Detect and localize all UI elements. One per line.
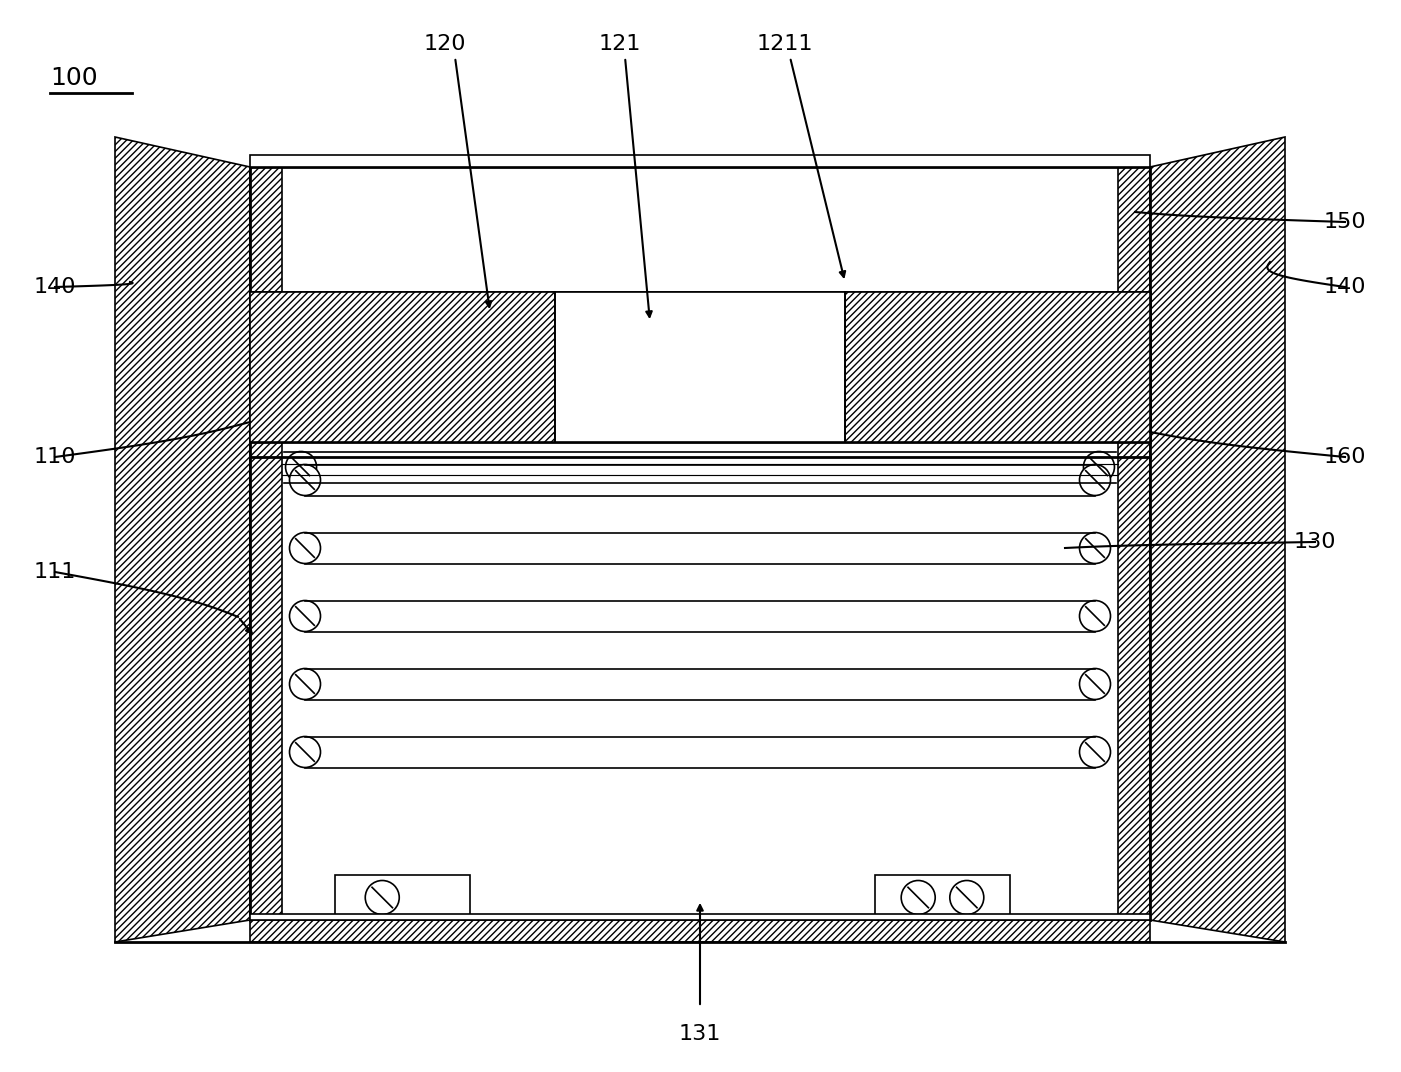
Text: 150: 150	[1324, 212, 1366, 232]
Bar	[249, 294, 272, 316]
Circle shape	[366, 880, 399, 914]
Polygon shape	[249, 292, 555, 442]
Polygon shape	[1118, 167, 1150, 292]
Bar	[555, 292, 845, 442]
Polygon shape	[115, 137, 249, 942]
Circle shape	[1080, 600, 1111, 631]
Polygon shape	[249, 167, 282, 292]
Polygon shape	[1118, 442, 1150, 920]
Circle shape	[1080, 669, 1111, 700]
Circle shape	[1080, 464, 1111, 495]
Bar	[249, 920, 1150, 942]
Text: 121: 121	[598, 34, 642, 54]
Circle shape	[901, 880, 936, 914]
Text: 160: 160	[1324, 447, 1366, 467]
Text: 140: 140	[1324, 277, 1366, 297]
Circle shape	[950, 880, 984, 914]
Text: 131: 131	[679, 1024, 722, 1044]
Circle shape	[290, 669, 321, 700]
Polygon shape	[249, 442, 282, 920]
Circle shape	[286, 451, 317, 482]
Bar	[1128, 294, 1150, 316]
Text: 111: 111	[34, 562, 76, 582]
Bar	[249, 914, 1150, 920]
Text: 120: 120	[423, 34, 467, 54]
Circle shape	[1080, 736, 1111, 768]
Circle shape	[1083, 451, 1114, 482]
Circle shape	[290, 464, 321, 495]
Polygon shape	[845, 292, 1150, 442]
Circle shape	[290, 600, 321, 631]
Text: 100: 100	[50, 66, 98, 90]
Circle shape	[1080, 533, 1111, 564]
Text: 110: 110	[34, 447, 76, 467]
Bar	[249, 155, 1150, 167]
Bar	[249, 292, 1150, 442]
Text: 130: 130	[1293, 532, 1337, 552]
Circle shape	[290, 533, 321, 564]
Bar	[1128, 319, 1150, 341]
Polygon shape	[1150, 137, 1285, 942]
Bar	[335, 875, 469, 920]
Text: 1211: 1211	[757, 34, 813, 54]
Bar	[249, 167, 1150, 920]
Bar	[249, 319, 272, 341]
Text: 140: 140	[34, 277, 76, 297]
Bar	[876, 875, 1010, 920]
Circle shape	[290, 736, 321, 768]
